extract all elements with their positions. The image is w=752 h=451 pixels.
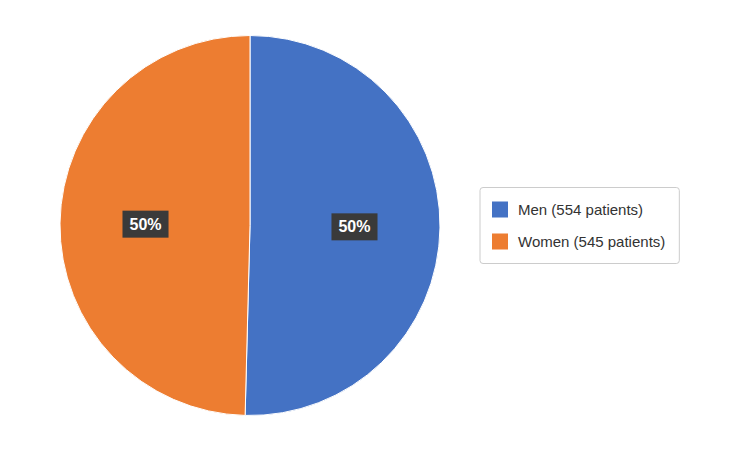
chart-container: 50% 50% Men (554 patients) Women (545 patie… <box>0 0 752 451</box>
pie-slice <box>60 36 250 416</box>
legend: Men (554 patients) Women (545 patients) <box>480 188 679 264</box>
legend-label: Women (545 patients) <box>518 233 665 250</box>
legend-label: Men (554 patients) <box>518 201 643 218</box>
data-label: 50% <box>338 218 370 235</box>
legend-frame <box>480 188 679 264</box>
data-label: 50% <box>129 216 161 233</box>
legend-swatch <box>492 202 508 218</box>
data-label-background <box>122 211 168 238</box>
data-label-group: 50% <box>331 213 377 240</box>
data-label-background <box>331 213 377 240</box>
pie-slice <box>245 36 440 416</box>
data-labels: 50% 50% <box>122 211 377 241</box>
legend-swatch <box>492 234 508 250</box>
chart: 50% 50% Men (554 patients) Women (545 patie… <box>0 0 752 451</box>
data-label-group: 50% <box>122 211 168 238</box>
slices <box>60 36 440 416</box>
